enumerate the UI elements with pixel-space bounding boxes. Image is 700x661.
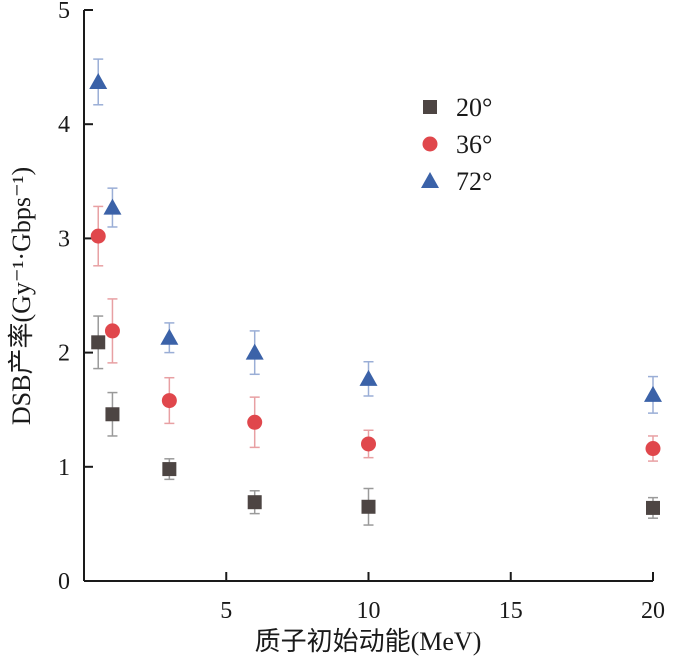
data-point-square <box>91 335 106 350</box>
y-tick-label: 4 <box>58 112 70 138</box>
data-point-square <box>105 407 120 422</box>
legend: 20° 36° 72° <box>421 93 492 196</box>
data-point-circle <box>247 414 263 430</box>
data-point-triangle <box>160 328 179 345</box>
data-point-triangle <box>644 385 662 402</box>
data-point-circle <box>161 393 177 409</box>
data-point-triangle <box>245 343 264 360</box>
data-point-square <box>247 495 262 510</box>
legend-label: 20° <box>456 93 492 122</box>
y-tick-label: 1 <box>58 455 70 481</box>
data-point-square <box>361 499 376 514</box>
data-point-circle <box>90 228 106 244</box>
x-tick-label: 5 <box>220 598 232 624</box>
x-axis-title: 质子初始动能(MeV) <box>255 627 482 656</box>
data-point-triangle <box>103 198 122 215</box>
x-tick-label: 10 <box>357 598 381 624</box>
data-point-circle <box>645 441 661 457</box>
error-bars <box>93 58 658 526</box>
legend-marker-triangle <box>421 172 439 188</box>
data-point-circle <box>361 436 376 452</box>
y-tick-label: 0 <box>58 569 70 595</box>
legend-marker-circle <box>422 136 438 152</box>
data-point-circle <box>104 323 120 339</box>
y-tick-label: 3 <box>58 226 70 252</box>
x-tick-label: 20 <box>641 598 665 624</box>
data-point-triangle <box>89 72 108 89</box>
y-tick-label: 2 <box>58 341 70 367</box>
ticks: 5 10 15 20 0 1 2 3 4 5 <box>58 0 665 624</box>
legend-marker-square <box>423 100 437 114</box>
y-tick-label: 5 <box>58 0 70 24</box>
data-points <box>89 72 662 515</box>
data-point-triangle <box>359 369 378 386</box>
legend-label: 36° <box>456 130 492 159</box>
data-point-square <box>646 500 660 515</box>
x-tick-label: 15 <box>499 598 523 624</box>
y-axis-title: DSB产率(Gy⁻¹·Gbps⁻¹) <box>7 167 36 425</box>
data-point-square <box>162 462 177 477</box>
legend-label: 72° <box>456 167 492 196</box>
